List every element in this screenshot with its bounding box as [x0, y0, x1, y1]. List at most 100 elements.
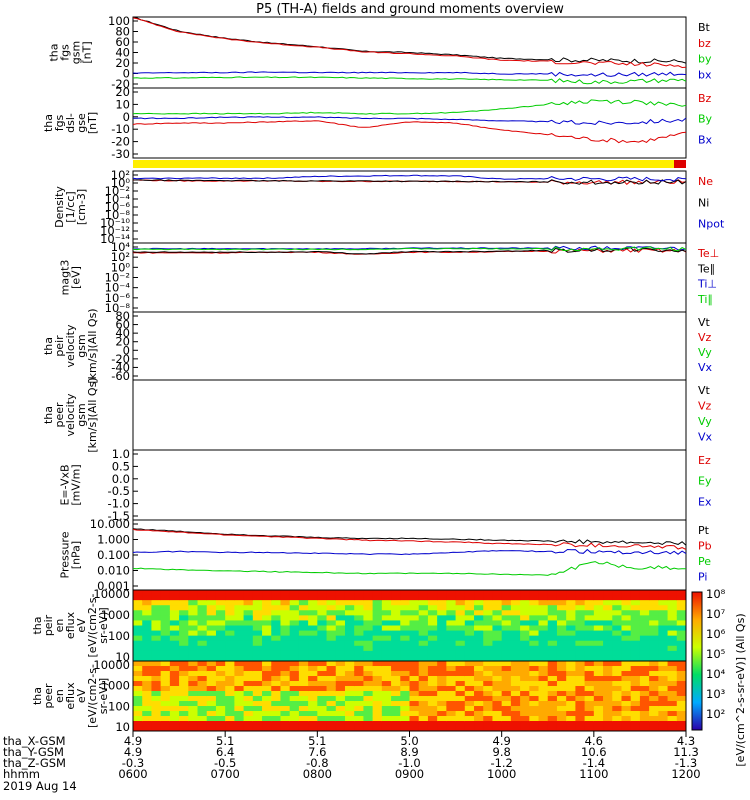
spectrogram-cell: [510, 610, 521, 616]
spectrogram-cell: [492, 645, 503, 652]
spectrogram-cell: [197, 605, 208, 611]
spectrogram-cell: [667, 681, 678, 687]
spectrogram-cell: [151, 676, 162, 682]
spectrogram-cell: [308, 600, 318, 606]
spectrogram-cell: [188, 590, 199, 596]
spectrogram-cell: [409, 711, 420, 717]
spectrogram-cell: [492, 726, 503, 732]
x-tick-label: 10.6: [581, 745, 607, 759]
spectrogram-cell: [418, 630, 429, 637]
spectrogram-cell: [308, 595, 318, 601]
spectrogram-cell: [658, 691, 669, 697]
spectrogram-cell: [391, 716, 401, 722]
spectrogram-cell: [474, 676, 484, 682]
spectrogram-cell: [501, 716, 512, 722]
spectrogram-cell: [667, 696, 678, 702]
spectrogram-cell: [427, 706, 438, 712]
spectrogram-cell: [556, 610, 567, 616]
spectrogram-cell: [464, 595, 475, 601]
spectrogram-cell: [593, 625, 604, 632]
spectrogram-cell: [326, 691, 337, 697]
spectrogram-cell: [151, 711, 162, 717]
spectrogram-cell: [612, 696, 622, 702]
spectrogram-cell: [308, 620, 318, 626]
spectrogram-cell: [409, 635, 420, 642]
spectrogram-cell: [215, 726, 226, 732]
spectrogram-cell: [335, 620, 346, 626]
spectrogram-cell: [593, 610, 604, 616]
spectrogram-cell: [243, 671, 254, 677]
spectrogram-cell: [639, 726, 650, 732]
legend-Bx: Bx: [698, 133, 713, 146]
spectrogram-cell: [566, 605, 576, 611]
y-axis-label-line: [eV/(cm2-s-: [86, 593, 99, 657]
spectrogram-cell: [354, 610, 364, 616]
spectrogram-cell: [142, 655, 152, 662]
spectrogram-cell: [271, 686, 281, 692]
spectrogram-cell: [510, 696, 521, 702]
spectrogram-cell: [593, 595, 604, 601]
spectrogram-cell: [197, 716, 208, 722]
spectrogram-cell: [529, 681, 540, 687]
spectrogram-cell: [151, 595, 162, 601]
spectrogram-cell: [381, 726, 392, 732]
spectrogram-cell: [344, 726, 355, 732]
spectrogram-cell: [188, 645, 199, 652]
spectrogram-cell: [308, 605, 318, 611]
y-axis-label-line: en: [53, 619, 66, 633]
spectrogram-cell: [630, 696, 641, 702]
x-tick-label: 4.6: [585, 734, 603, 748]
spectrogram-cell: [529, 590, 540, 596]
spectrogram-cell: [547, 640, 558, 647]
spectrogram-cell: [649, 726, 659, 732]
spectrogram-cell: [317, 635, 328, 642]
spectrogram-cell: [455, 691, 466, 697]
spectrogram-cell: [206, 600, 217, 606]
spectrogram-cell: [179, 645, 189, 652]
spectrogram-cell: [271, 615, 281, 621]
spectrogram-cell: [160, 635, 171, 642]
spectrogram-cell: [354, 590, 364, 596]
spectrogram-cell: [381, 595, 392, 601]
y-tick-label: 1.000: [97, 533, 130, 547]
spectrogram-cell: [667, 686, 678, 692]
spectrogram-cell: [593, 701, 604, 707]
spectrogram-cell: [243, 645, 254, 652]
spectrogram-cell: [160, 610, 171, 616]
spectrogram-cell: [464, 645, 475, 652]
spectrogram-cell: [215, 716, 226, 722]
spectrogram-cell: [630, 635, 641, 642]
spectrogram-cell: [344, 655, 355, 662]
y-axis-label-line: tha: [42, 114, 55, 132]
panel-frame: [132, 519, 687, 591]
spectrogram-cell: [179, 681, 189, 687]
spectrogram-cell: [179, 706, 189, 712]
spectrogram-cell: [142, 661, 152, 667]
spectrogram-cell: [142, 671, 152, 677]
spectrogram-cell: [409, 666, 420, 672]
spectrogram-cell: [381, 650, 392, 657]
spectrogram-cell: [234, 655, 245, 662]
spectrogram-cell: [354, 661, 364, 667]
spectrogram-cell: [446, 600, 457, 606]
spectrogram-cell: [501, 640, 512, 647]
spectrogram-cell: [529, 701, 540, 707]
spectrogram-cell: [326, 686, 337, 692]
spectrogram-cell: [252, 605, 263, 611]
spectrogram-cell: [575, 615, 586, 621]
spectrogram-cell: [584, 645, 595, 652]
spectrogram-cell: [418, 610, 429, 616]
spectrogram-cell: [556, 635, 567, 642]
spectrogram-cell: [621, 696, 632, 702]
spectrogram-cell: [206, 726, 217, 732]
spectrogram-cell: [225, 655, 235, 662]
spectrogram-cell: [169, 655, 180, 662]
spectrogram-cell: [556, 640, 567, 647]
spectrogram-cell: [188, 686, 199, 692]
spectrogram-cell: [510, 671, 521, 677]
spectrogram-cell: [603, 635, 613, 642]
spectrogram-cell: [446, 650, 457, 657]
spectrogram-cell: [501, 701, 512, 707]
spectrogram-cell: [280, 701, 291, 707]
spectrogram-cell: [262, 706, 272, 712]
